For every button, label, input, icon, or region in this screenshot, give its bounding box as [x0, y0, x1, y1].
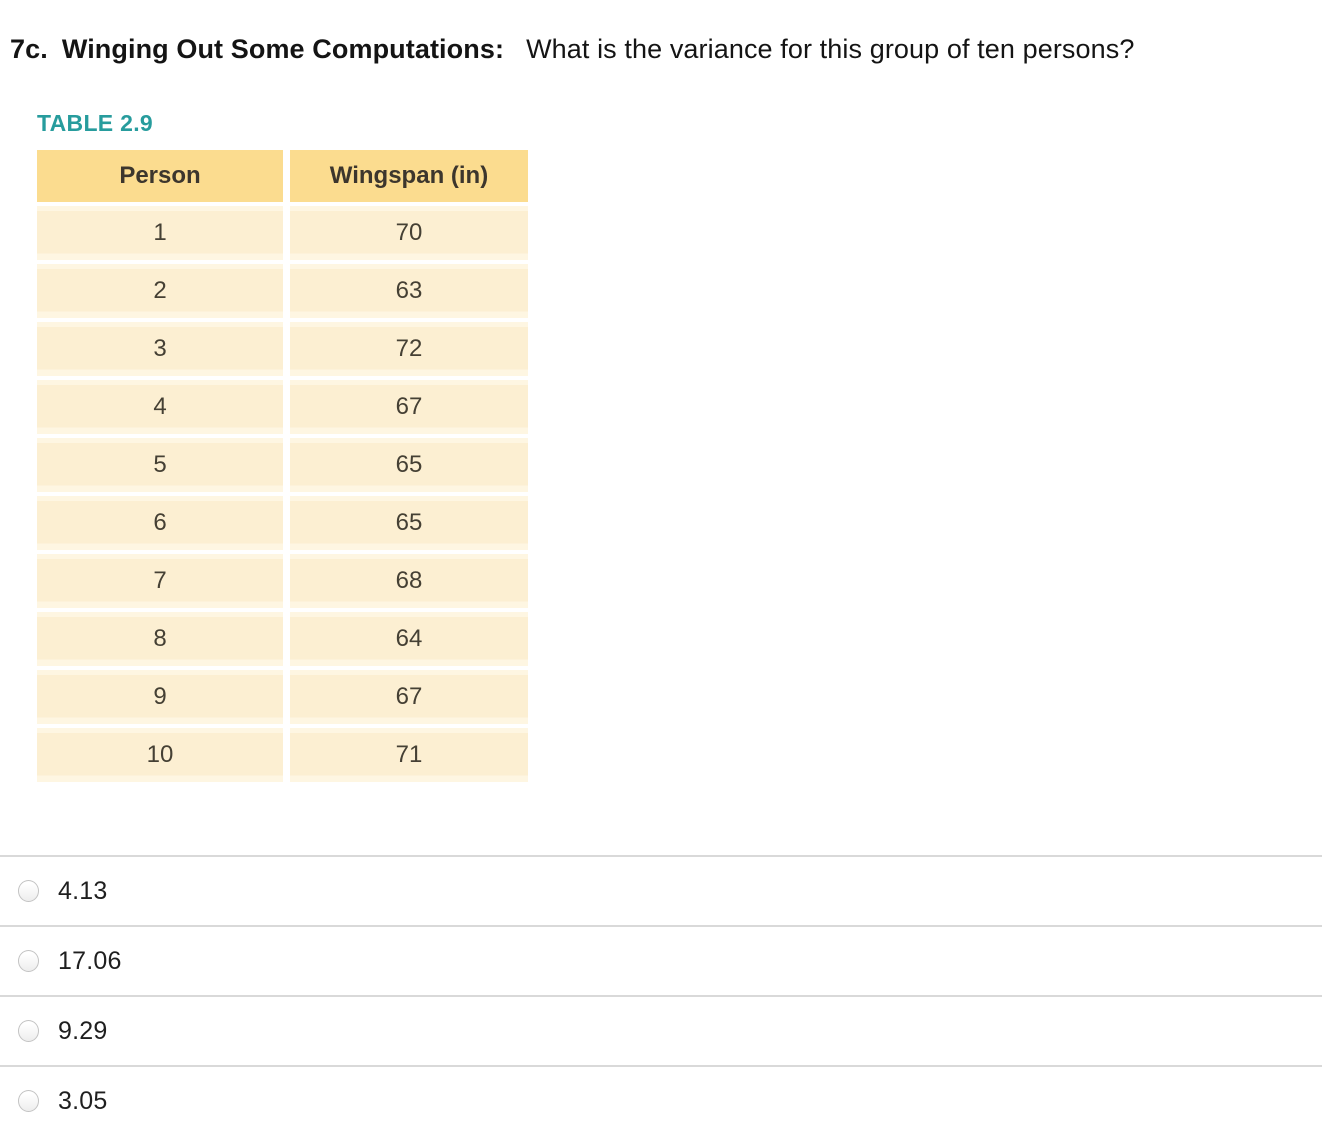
answer-option-label[interactable]: 3.05 — [58, 1086, 108, 1115]
answer-option-3[interactable]: 9.29 — [0, 995, 1322, 1065]
question-number: 7c. — [10, 34, 48, 64]
wingspan-cell: 70 — [290, 206, 528, 260]
table-row: 8 64 — [37, 612, 528, 666]
person-cell: 7 — [37, 554, 283, 608]
table-row: 4 67 — [37, 380, 528, 434]
radio-button-icon[interactable] — [18, 950, 39, 972]
answer-option-label[interactable]: 4.13 — [58, 876, 108, 905]
table-row: 7 68 — [37, 554, 528, 608]
table-row: 6 65 — [37, 496, 528, 550]
wingspan-cell: 68 — [290, 554, 528, 608]
table-row: 10 71 — [37, 728, 528, 782]
radio-button-icon[interactable] — [18, 1090, 39, 1112]
answer-options: 4.13 17.06 9.29 3.05 — [0, 855, 1322, 1135]
answer-option-label[interactable]: 17.06 — [58, 946, 122, 975]
person-cell: 1 — [37, 206, 283, 260]
table-row: 2 63 — [37, 264, 528, 318]
person-cell: 2 — [37, 264, 283, 318]
answer-option-4[interactable]: 3.05 — [0, 1065, 1322, 1135]
person-cell: 6 — [37, 496, 283, 550]
wingspan-cell: 67 — [290, 670, 528, 724]
wingspan-cell: 64 — [290, 612, 528, 666]
wingspan-cell: 65 — [290, 438, 528, 492]
wingspan-cell: 72 — [290, 322, 528, 376]
table-row: 3 72 — [37, 322, 528, 376]
person-cell: 3 — [37, 322, 283, 376]
answer-option-label[interactable]: 9.29 — [58, 1016, 108, 1045]
person-cell: 8 — [37, 612, 283, 666]
table-row: 5 65 — [37, 438, 528, 492]
person-cell: 4 — [37, 380, 283, 434]
answer-option-1[interactable]: 4.13 — [0, 855, 1322, 925]
radio-button-icon[interactable] — [18, 880, 39, 902]
question-prompt: What is the variance for this group of t… — [526, 34, 1135, 64]
wingspan-cell: 71 — [290, 728, 528, 782]
answer-option-2[interactable]: 17.06 — [0, 925, 1322, 995]
table-row: 9 67 — [37, 670, 528, 724]
wingspan-cell: 65 — [290, 496, 528, 550]
question-name: Winging Out Some Computations: — [61, 34, 505, 64]
wingspan-cell: 67 — [290, 380, 528, 434]
question-title: 7c. Winging Out Some Computations: What is… — [10, 34, 1134, 65]
person-cell: 10 — [37, 728, 283, 782]
table-row: 1 70 — [37, 206, 528, 260]
wingspan-cell: 63 — [290, 264, 528, 318]
column-header-person: Person — [37, 150, 283, 202]
radio-button-icon[interactable] — [18, 1020, 39, 1042]
person-cell: 5 — [37, 438, 283, 492]
table-caption: TABLE 2.9 — [37, 110, 154, 136]
wingspan-table: Person Wingspan (in) 1 70 2 63 3 72 4 67… — [37, 150, 528, 786]
column-header-wingspan: Wingspan (in) — [290, 150, 528, 202]
table-header-row: Person Wingspan (in) — [37, 150, 528, 202]
person-cell: 9 — [37, 670, 283, 724]
